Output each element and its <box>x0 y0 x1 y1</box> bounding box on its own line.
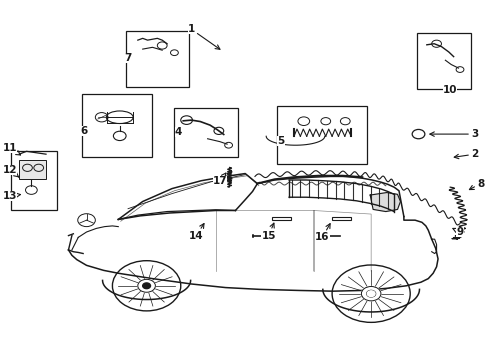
Text: 7: 7 <box>124 53 131 63</box>
Text: 13: 13 <box>2 191 21 201</box>
Text: 16: 16 <box>315 224 330 242</box>
Text: 4: 4 <box>175 127 182 137</box>
Text: 17: 17 <box>213 173 227 186</box>
Text: 1: 1 <box>188 24 220 49</box>
Text: 6: 6 <box>80 126 87 135</box>
Text: 10: 10 <box>443 85 458 95</box>
Text: 14: 14 <box>189 224 204 240</box>
Bar <box>82 94 152 157</box>
Text: 5: 5 <box>277 136 285 145</box>
Circle shape <box>367 291 375 297</box>
Polygon shape <box>370 193 400 212</box>
Text: 8: 8 <box>469 179 484 190</box>
Text: 3: 3 <box>430 129 478 139</box>
Circle shape <box>138 279 155 292</box>
Bar <box>19 159 46 179</box>
Bar <box>332 217 351 220</box>
Circle shape <box>368 291 375 297</box>
Bar <box>277 107 368 164</box>
Bar <box>174 108 238 157</box>
Text: 15: 15 <box>261 223 276 240</box>
Bar <box>417 33 471 89</box>
Text: 12: 12 <box>2 165 19 177</box>
Circle shape <box>143 283 150 289</box>
Text: 2: 2 <box>454 149 478 159</box>
Bar <box>11 151 57 211</box>
Bar <box>272 217 291 220</box>
Bar <box>125 31 189 87</box>
Text: 9: 9 <box>453 227 464 237</box>
Text: 11: 11 <box>2 143 21 155</box>
Circle shape <box>362 287 381 301</box>
